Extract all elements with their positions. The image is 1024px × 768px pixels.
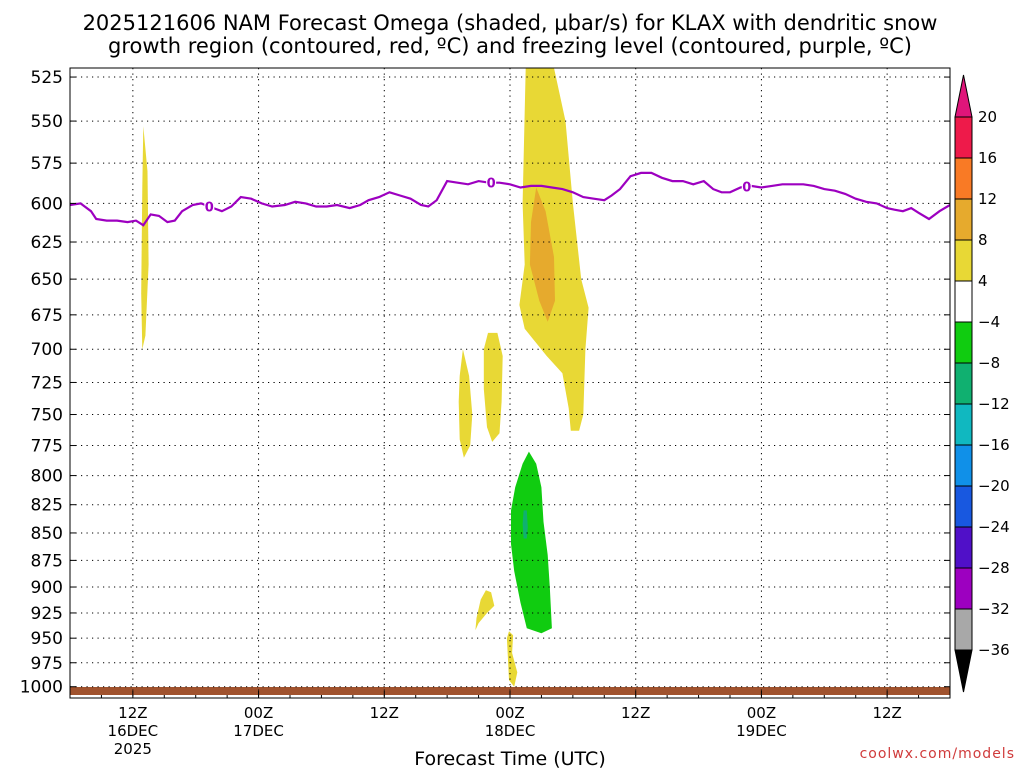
x-tick-label: 12Z (370, 704, 399, 722)
x-tick-date: 17DEC (233, 722, 284, 740)
colorbar-label: −16 (978, 436, 1010, 454)
colorbar-segment (954, 116, 973, 159)
shade-omega-8-12-hr50 (529, 187, 555, 322)
x-tick-label: 12Z (872, 704, 901, 722)
x-axis-label: Forecast Time (UTC) (414, 748, 605, 768)
colorbar-label: −24 (978, 518, 1010, 536)
colorbar-label: 16 (978, 149, 997, 167)
y-tick-label: 675 (31, 306, 63, 326)
colorbar-label: 8 (978, 231, 988, 249)
y-tick-label: 800 (31, 467, 63, 487)
colorbar-segment (954, 157, 973, 200)
y-tick-label: 900 (31, 578, 63, 598)
chart-title-line1: 2025121606 NAM Forecast Omega (shaded, μ… (83, 11, 938, 35)
y-tick-label: 975 (31, 654, 63, 674)
y-tick-label: 1000 (20, 678, 63, 698)
y-tick-label: 575 (31, 154, 63, 174)
colorbar-segment (954, 321, 973, 364)
colorbar-segment (954, 239, 973, 282)
freezing-label-bg (486, 174, 497, 190)
colorbar-segment (954, 608, 973, 651)
y-tick-label: 925 (31, 604, 63, 624)
x-tick-date: 18DEC (485, 722, 536, 740)
grid-lines (70, 68, 950, 698)
colorbar-label: −28 (978, 559, 1010, 577)
y-axis: 525 550 575 600 625 650 675 700 725 750 775 800 825 8… (20, 68, 950, 698)
colorbar-bottom-arrow (954, 649, 973, 693)
x-tick-label: 12Z (621, 704, 650, 722)
y-tick-label: 725 (31, 373, 63, 393)
omega-shading (141, 68, 589, 687)
x-tick-label: 00Z (244, 704, 273, 722)
freezing-label-bg (204, 198, 215, 214)
freezing-label-bg (741, 178, 752, 194)
shade-omega-4-8-hr46-upper (519, 68, 589, 431)
freezing-level-label: 0 (487, 177, 496, 192)
shade-omega-4-8-hr48-low (506, 631, 518, 687)
x-tick-label: 00Z (747, 704, 776, 722)
colorbar-label: 20 (978, 108, 997, 126)
freezing-level-label: 0 (205, 201, 214, 216)
x-tick-date: 16DEC (108, 722, 159, 740)
colorbar-label: 4 (978, 272, 988, 290)
x-tick-label: 12Z (118, 704, 147, 722)
y-tick-label: 775 (31, 437, 63, 457)
colorbar-label: −36 (978, 641, 1010, 659)
x-tick-year: 2025 (114, 740, 152, 758)
colorbar-segment (954, 198, 973, 241)
y-tick-label: 625 (31, 233, 63, 253)
colorbar-label: −4 (978, 313, 1000, 331)
colorbar-segment (954, 280, 973, 323)
colorbar-label: −20 (978, 477, 1010, 495)
shade-omega-4-8-hr45-low (475, 590, 495, 631)
y-tick-label: 825 (31, 496, 63, 516)
y-tick-label: 550 (31, 112, 63, 132)
shade-omega-4-8-hr13 (141, 126, 149, 350)
colorbar-segment (954, 362, 973, 405)
y-tick-label: 650 (31, 270, 63, 290)
x-tick-date: 19DEC (736, 722, 787, 740)
colorbar-label: −12 (978, 395, 1010, 413)
colorbar: 20 16 12 8 4 −4 −8 −12 −16 −20 −24 −28 −32 −36 (954, 74, 1010, 693)
freezing-level-line (70, 171, 950, 227)
shade-omega-4-8-hr43 (458, 349, 473, 458)
credit-text: coolwx.com/models (860, 746, 1015, 762)
colorbar-segment (954, 444, 973, 487)
y-tick-label: 950 (31, 629, 63, 649)
colorbar-label: −8 (978, 354, 1000, 372)
chart-title-line2: growth region (contoured, red, ºC) and f… (108, 34, 912, 58)
y-tick-label: 525 (31, 68, 63, 88)
x-tick-label: 00Z (495, 704, 524, 722)
y-tick-label: 700 (31, 340, 63, 360)
freezing-level-contour: 0 0 0 (70, 171, 950, 227)
colorbar-segment (954, 526, 973, 569)
y-tick-label: 750 (31, 406, 63, 426)
colorbar-label: 12 (978, 190, 997, 208)
colorbar-segment (954, 567, 973, 610)
colorbar-top-arrow (954, 74, 973, 118)
colorbar-label: −32 (978, 600, 1010, 618)
shade-omega-neg8-neg12-hr49 (522, 510, 528, 539)
y-tick-label: 600 (31, 194, 63, 214)
colorbar-segment (954, 403, 973, 446)
colorbar-segment (954, 485, 973, 528)
y-tick-label: 875 (31, 551, 63, 571)
y-tick-label: 850 (31, 524, 63, 544)
freezing-level-label: 0 (742, 181, 751, 196)
shade-omega-neg4-neg8-hr49 (511, 451, 552, 634)
